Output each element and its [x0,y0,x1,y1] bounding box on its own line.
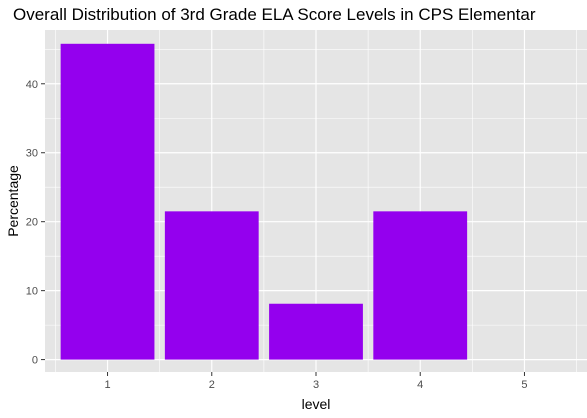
y-tick-label: 20 [26,217,38,229]
y-tick-label: 0 [32,355,38,367]
bar-level-1 [60,43,155,360]
bars [60,43,468,360]
x-axis: 1 2 3 4 5 [104,372,528,391]
x-tick-label: 4 [417,379,423,391]
y-tick-label: 40 [26,79,38,91]
y-tick-label: 10 [26,286,38,298]
bar-level-4 [373,211,468,360]
bar-level-3 [269,303,363,360]
x-tick-label: 2 [209,379,215,391]
y-axis: 0 10 20 30 40 [26,79,45,367]
x-axis-title: level [302,396,331,412]
x-tick-label: 1 [104,379,110,391]
chart-title: Overall Distribution of 3rd Grade ELA Sc… [13,5,536,24]
y-tick-label: 30 [26,148,38,160]
x-tick-label: 3 [313,379,319,391]
bar-level-2 [164,211,259,360]
x-tick-label: 5 [521,379,527,391]
y-axis-title: Percentage [5,165,21,237]
